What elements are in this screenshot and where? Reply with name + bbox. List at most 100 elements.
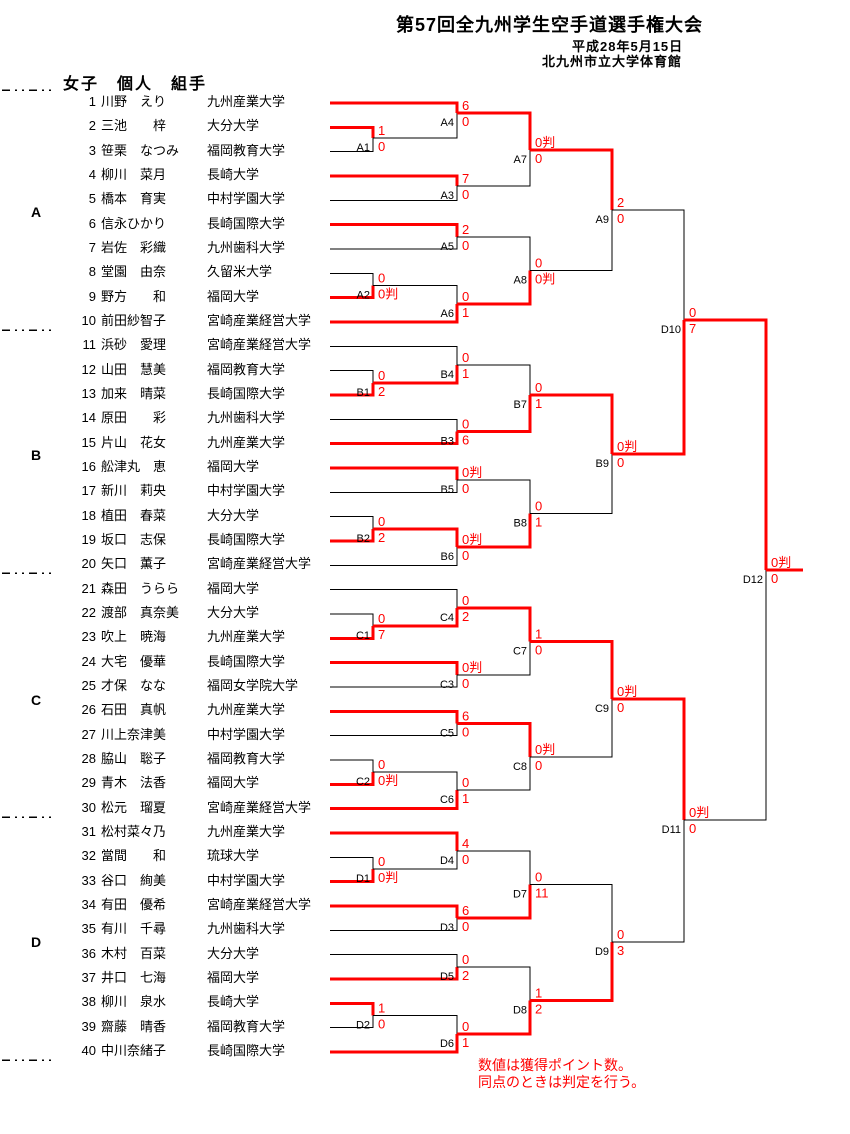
match-label-C3: C3	[440, 679, 454, 691]
player-no: 36	[81, 945, 96, 961]
player-no: 32	[81, 848, 96, 864]
match-B6-top-line	[373, 527, 459, 547]
player-name: 森田 うらら	[101, 580, 180, 596]
match-C7-top-line	[457, 606, 532, 642]
player-row: 32 當間 和 琉球大学	[60, 848, 330, 864]
match-label-B9: B9	[596, 458, 609, 470]
bracket-title: 女子 個人 組手	[63, 76, 208, 93]
match-A2-bottom-score: 0判	[378, 287, 398, 302]
match-B4-top-score: 0	[462, 350, 469, 365]
player-name: 吹上 暁海	[101, 629, 167, 645]
player-no: 2	[88, 118, 96, 134]
player-no: 30	[81, 799, 96, 815]
player-no: 5	[88, 191, 96, 207]
match-C4-bottom-score: 2	[462, 609, 469, 624]
player-university: 福岡大学	[207, 969, 260, 985]
match-D12-top-line	[684, 318, 768, 570]
player-row: 4 柳川 菜月 長崎大学	[60, 167, 330, 183]
match-D4-bottom-score: 0	[462, 852, 469, 867]
player-university: 大分大学	[207, 507, 260, 523]
match-A3-bottom-score: 0	[462, 187, 469, 202]
player-no: 3	[88, 142, 96, 158]
player-name: 大宅 優華	[101, 653, 167, 669]
event-date: 平成28年5月15日	[572, 39, 684, 54]
player-no: 35	[81, 921, 96, 937]
match-D4-top-line	[330, 831, 459, 851]
player-row: 18 植田 春菜 大分大学	[60, 508, 330, 524]
player-row: 24 大宅 優華 長崎国際大学	[60, 654, 330, 670]
match-A2-top-score: 0	[378, 271, 385, 286]
player-no: 22	[81, 604, 96, 620]
player-university: 福岡女学院大学	[207, 677, 299, 693]
match-B4-bottom-score: 1	[462, 366, 469, 381]
player-university: 長崎大学	[207, 166, 260, 182]
player-university: 大分大学	[207, 604, 260, 620]
match-label-A3: A3	[441, 190, 454, 202]
match-label-A5: A5	[441, 241, 454, 253]
match-B9-bottom-score: 0	[617, 455, 624, 470]
player-university: 久留米大学	[207, 264, 273, 280]
player-university: 九州歯科大学	[207, 239, 286, 255]
match-A9-bottom-score: 0	[617, 211, 624, 226]
player-university: 宮崎産業経営大学	[207, 312, 312, 328]
match-A4-bottom-line	[373, 113, 458, 139]
match-C3-bottom-line	[330, 675, 458, 688]
player-row: 40 中川奈緒子 長崎国際大学	[60, 1043, 330, 1059]
match-D4-bottom-line	[373, 851, 458, 870]
match-C6-bottom-score: 1	[462, 791, 469, 806]
match-C7-top-score: 1	[535, 627, 542, 642]
match-B7-bottom-line	[457, 395, 532, 433]
match-B1-bottom-score: 2	[378, 384, 385, 399]
section-label-B: B	[31, 447, 42, 463]
match-label-C8: C8	[513, 761, 527, 773]
section-label-D: D	[31, 934, 42, 950]
player-no: 25	[81, 677, 96, 693]
player-no: 40	[81, 1042, 96, 1058]
player-university: 中村学園大学	[207, 726, 286, 742]
match-D7-bottom-score: 11	[535, 886, 549, 901]
match-B7-top-score: 0	[535, 380, 542, 395]
match-C1-bottom-score: 7	[378, 627, 385, 642]
player-row: 37 井口 七海 福岡大学	[60, 970, 330, 986]
player-row: 23 吹上 暁海 九州産業大学	[60, 629, 330, 645]
player-name: 原田 彩	[101, 410, 167, 426]
player-name: 才保 なな	[101, 677, 167, 693]
player-university: 九州産業大学	[207, 702, 286, 718]
player-no: 13	[81, 385, 96, 401]
match-D10-bottom-score: 7	[689, 321, 696, 336]
match-D6-top-line	[373, 1015, 458, 1034]
match-A5-top-score: 2	[462, 222, 469, 237]
match-D3-bottom-score: 0	[462, 919, 469, 934]
match-A5-bottom-score: 0	[462, 238, 469, 253]
player-name: 川上奈津美	[101, 726, 167, 742]
match-C2-bottom-score: 0判	[378, 773, 398, 788]
player-name: 脇山 聡子	[101, 750, 167, 766]
match-A7-bottom-score: 0	[535, 151, 542, 166]
match-B1-top-line	[330, 370, 374, 383]
player-university: 九州産業大学	[207, 94, 286, 109]
match-B1-bottom-line	[330, 383, 375, 397]
match-label-D11: D11	[662, 824, 681, 836]
match-D7-top-line	[457, 850, 531, 885]
match-D10-bottom-line	[612, 320, 686, 456]
match-D9-bottom-line	[530, 942, 614, 1002]
player-no: 31	[81, 823, 96, 839]
player-university: 福岡教育大学	[207, 142, 286, 158]
match-A6-top-line	[373, 285, 458, 304]
match-label-D7: D7	[513, 889, 527, 901]
match-B2-top-line	[330, 516, 374, 529]
player-university: 福岡教育大学	[207, 361, 286, 377]
player-name: 柳川 泉水	[101, 994, 167, 1010]
match-B8-bottom-line	[457, 513, 532, 549]
player-name: 柳川 菜月	[101, 166, 167, 182]
match-A6-top-score: 0	[462, 289, 469, 304]
player-university: 中村学園大学	[207, 872, 286, 888]
player-name: 野方 和	[101, 288, 167, 304]
player-no: 24	[81, 653, 96, 669]
match-C8-top-score: 0判	[535, 742, 555, 757]
player-row: 33 谷口 絢美 中村学園大学	[60, 873, 330, 889]
match-A3-bottom-line	[330, 186, 458, 201]
match-C6-top-score: 0	[462, 775, 469, 790]
match-label-D9: D9	[595, 946, 609, 958]
